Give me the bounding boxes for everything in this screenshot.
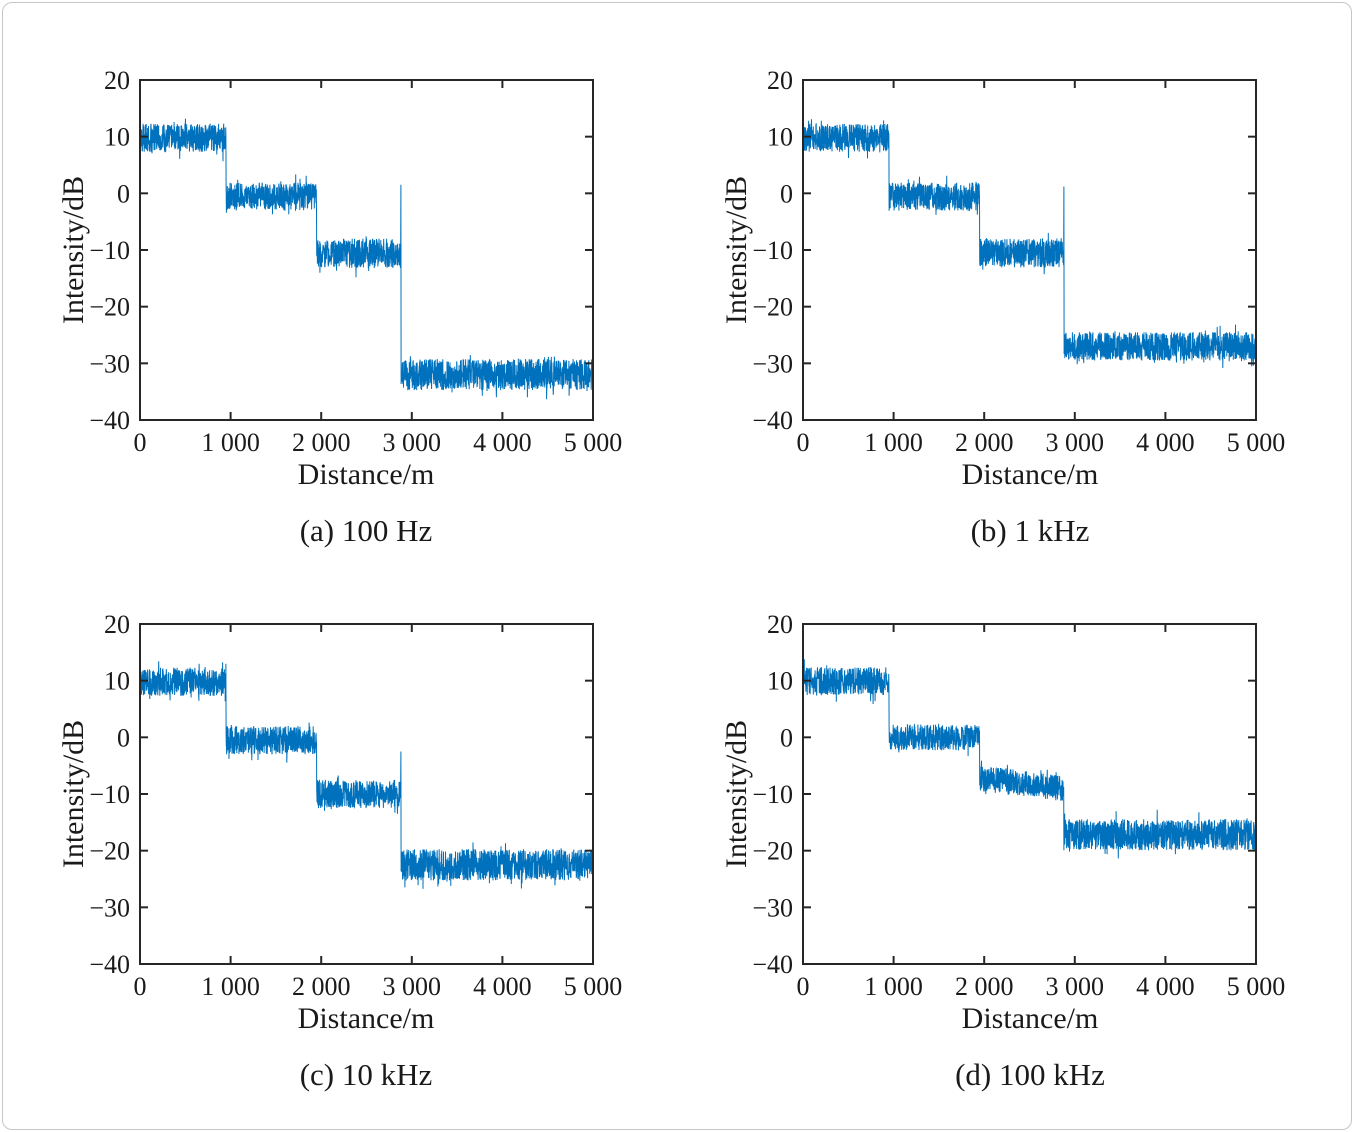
- subplot-caption-b: (b) 1 kHz: [970, 513, 1090, 548]
- x-tick-label: 4 000: [473, 972, 532, 1001]
- y-tick-label: −20: [752, 837, 793, 866]
- y-tick-label: 20: [104, 610, 130, 639]
- x-tick-label: 1 000: [864, 972, 923, 1001]
- y-tick-label: 10: [767, 667, 793, 696]
- plot-d: 0 1 000 2 000 3 000 4 000 5 000 20 10 0 −10 −20 −30…: [752, 610, 1285, 1001]
- y-tick-label: −30: [89, 893, 130, 922]
- x-axis-label-b: Distance/m: [961, 458, 1099, 491]
- y-tick-label: −20: [752, 293, 793, 322]
- y-tick-label: −20: [89, 837, 130, 866]
- x-tick-label: 2 000: [292, 972, 351, 1001]
- x-tick-label: 4 000: [1136, 972, 1195, 1001]
- x-tick-label: 1 000: [201, 972, 260, 1001]
- plot-b: 0 1 000 2 000 3 000 4 000 5 000 20 10 0 −10 −20 −30…: [752, 66, 1285, 457]
- y-tick-label: −20: [89, 293, 130, 322]
- x-tick-label: 3 000: [1046, 428, 1105, 457]
- x-tick-label: 0: [797, 972, 810, 1001]
- y-tick-label: −40: [89, 950, 130, 979]
- x-tick-label: 5 000: [564, 428, 623, 457]
- y-axis-label-d: Intensity/dB: [720, 719, 753, 869]
- y-axis-label-a: Intensity/dB: [57, 175, 90, 325]
- y-tick-label: −10: [752, 236, 793, 265]
- trace-a: [139, 118, 594, 400]
- x-axis-label-d: Distance/m: [961, 1002, 1099, 1035]
- x-tick-label: 0: [797, 428, 810, 457]
- subplot-caption-c: (c) 10 kHz: [299, 1057, 433, 1092]
- y-axis-label-b: Intensity/dB: [720, 175, 753, 325]
- trace-c: [139, 661, 594, 889]
- y-tick-label: −10: [89, 236, 130, 265]
- y-tick-label: 10: [104, 667, 130, 696]
- y-tick-label: −30: [752, 893, 793, 922]
- x-tick-label: 1 000: [201, 428, 260, 457]
- y-tick-label: 0: [117, 723, 130, 752]
- trace-d: [802, 659, 1257, 859]
- y-tick-label: 10: [104, 123, 130, 152]
- x-tick-label: 2 000: [292, 428, 351, 457]
- y-tick-label: 20: [767, 610, 793, 639]
- x-tick-label: 3 000: [1046, 972, 1105, 1001]
- x-tick-label: 0: [134, 972, 147, 1001]
- y-tick-label: −40: [752, 406, 793, 435]
- plot-a: 0 1 000 2 000 3 000 4 000 5 000 20 10 0 −10 −20 −30…: [89, 66, 622, 457]
- y-tick-label: −10: [752, 780, 793, 809]
- plot-c: 0 1 000 2 000 3 000 4 000 5 000 20 10 0 −10 −20 −30…: [89, 610, 622, 1001]
- y-axis-label-c: Intensity/dB: [57, 719, 90, 869]
- y-tick-label: −10: [89, 780, 130, 809]
- x-tick-label: 3 000: [383, 428, 442, 457]
- y-tick-label: −40: [752, 950, 793, 979]
- x-tick-label: 5 000: [1227, 428, 1286, 457]
- x-axis-label-c: Distance/m: [297, 1002, 435, 1035]
- x-tick-label: 2 000: [955, 972, 1014, 1001]
- y-tick-label: 20: [104, 66, 130, 95]
- trace-b: [802, 119, 1257, 369]
- y-tick-label: 0: [117, 179, 130, 208]
- x-tick-label: 2 000: [955, 428, 1014, 457]
- x-tick-label: 4 000: [473, 428, 532, 457]
- x-axis-label-a: Distance/m: [297, 458, 435, 491]
- x-tick-label: 0: [134, 428, 147, 457]
- x-tick-label: 4 000: [1136, 428, 1195, 457]
- x-tick-label: 3 000: [383, 972, 442, 1001]
- y-tick-label: 0: [780, 723, 793, 752]
- y-tick-label: −30: [752, 349, 793, 378]
- subplot-caption-a: (a) 100 Hz: [299, 513, 433, 548]
- y-tick-label: −30: [89, 349, 130, 378]
- x-tick-label: 5 000: [1227, 972, 1286, 1001]
- subplot-caption-d: (d) 100 kHz: [955, 1057, 1105, 1092]
- x-tick-label: 5 000: [564, 972, 623, 1001]
- x-tick-label: 1 000: [864, 428, 923, 457]
- y-tick-label: −40: [89, 406, 130, 435]
- y-tick-label: 20: [767, 66, 793, 95]
- y-tick-label: 0: [780, 179, 793, 208]
- y-tick-label: 10: [767, 123, 793, 152]
